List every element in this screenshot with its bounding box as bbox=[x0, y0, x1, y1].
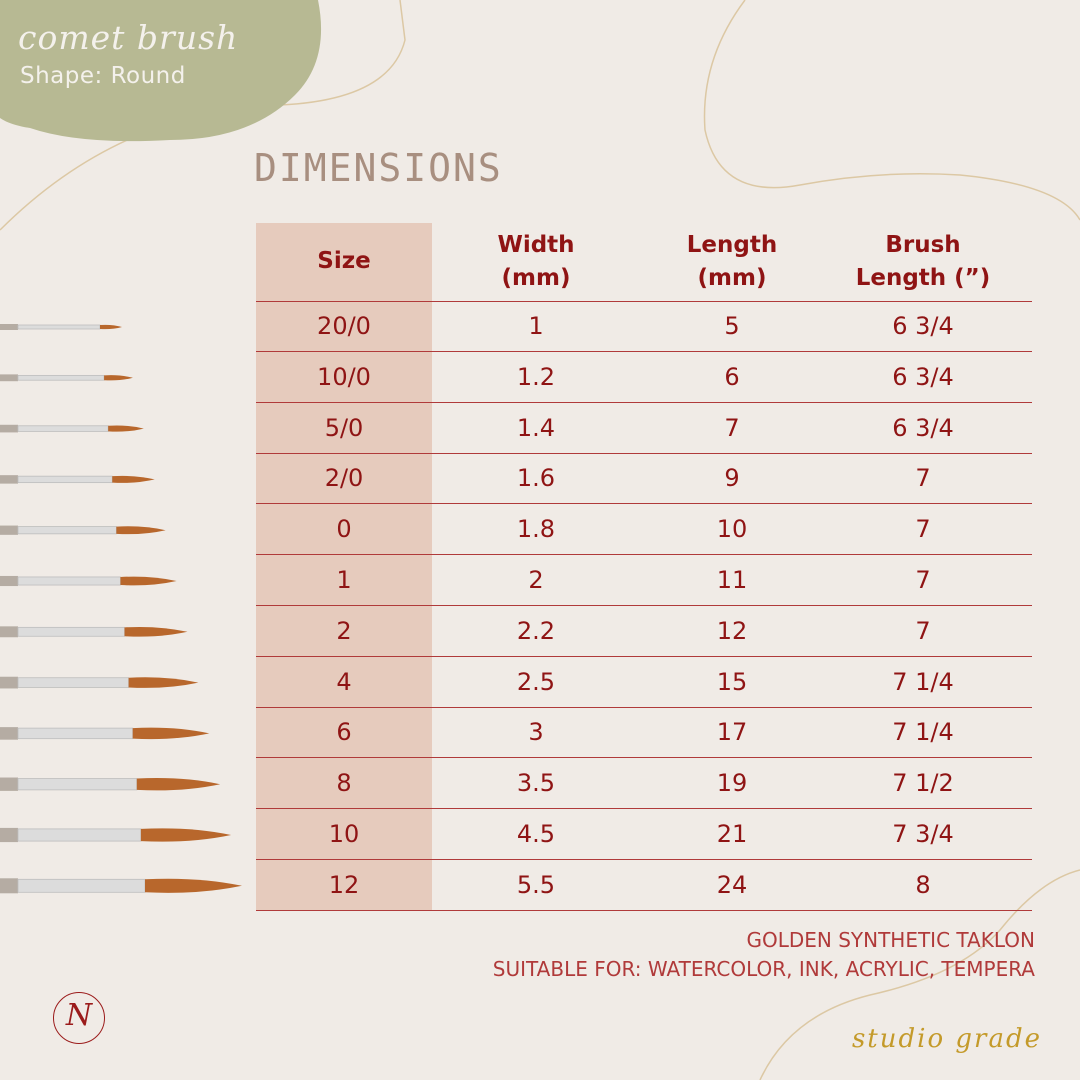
cell-width: 5.5 bbox=[516, 870, 556, 899]
table-row: 6 3 17 7 1/4 bbox=[256, 707, 1032, 759]
table-row: 2/0 1.6 9 7 bbox=[256, 453, 1032, 505]
brush-illustrations bbox=[0, 324, 242, 894]
tagline: studio grade bbox=[851, 1024, 1042, 1054]
brush-icon bbox=[0, 727, 210, 740]
header-length: Length (mm) bbox=[686, 231, 778, 291]
header-width: Width (mm) bbox=[497, 231, 575, 291]
table-row: 8 3.5 19 7 1/2 bbox=[256, 758, 1032, 810]
cell-size: 0 bbox=[336, 515, 352, 544]
brush-icon bbox=[0, 878, 242, 894]
cell-length: 15 bbox=[716, 667, 748, 696]
cell-brush-length: 6 3/4 bbox=[892, 362, 954, 391]
header-size: Size bbox=[317, 248, 371, 275]
cell-length: 17 bbox=[716, 718, 748, 747]
cell-width: 2.2 bbox=[516, 616, 556, 645]
brand-blob bbox=[0, 0, 322, 142]
cell-brush-length: 7 bbox=[915, 566, 931, 594]
brush-icon bbox=[0, 424, 144, 433]
brush-icon bbox=[0, 676, 199, 689]
cell-width: 4.5 bbox=[516, 820, 556, 848]
cell-width: 1.6 bbox=[516, 464, 556, 493]
cell-size: 6 bbox=[336, 718, 352, 747]
material-note: GOLDEN SYNTHETIC TAKLON bbox=[746, 928, 1035, 952]
cell-size: 2 bbox=[336, 616, 352, 645]
cell-brush-length: 7 bbox=[915, 616, 931, 645]
cell-size: 5/0 bbox=[324, 413, 364, 442]
cell-width: 2.5 bbox=[516, 667, 556, 696]
cell-length: 9 bbox=[724, 464, 740, 493]
cell-size: 1 bbox=[336, 566, 352, 594]
brush-icon bbox=[0, 575, 177, 587]
table-header: Size Width (mm) Length (mm) Brush Length… bbox=[256, 223, 1032, 302]
header-brush-length: Brush Length (”) bbox=[855, 231, 991, 291]
cell-width: 1.2 bbox=[516, 362, 556, 391]
brand-shape: Shape: Round bbox=[20, 63, 186, 89]
brush-icon bbox=[0, 626, 188, 638]
cell-width: 2 bbox=[528, 566, 544, 594]
brand-title: comet brush bbox=[18, 18, 239, 57]
brush-icon bbox=[0, 324, 122, 330]
cell-size: 8 bbox=[336, 769, 352, 798]
table-row: 2 2.2 12 7 bbox=[256, 606, 1032, 657]
cell-length: 7 bbox=[724, 413, 740, 442]
page-title: DIMENSIONS bbox=[254, 146, 503, 190]
table-row: 5/0 1.4 7 6 3/4 bbox=[256, 403, 1032, 454]
cell-brush-length: 6 3/4 bbox=[892, 312, 954, 340]
cell-size: 20/0 bbox=[317, 312, 371, 340]
cell-size: 10 bbox=[328, 820, 360, 848]
cell-width: 1.8 bbox=[516, 515, 556, 544]
cell-length: 5 bbox=[724, 312, 740, 340]
table-row: 10/0 1.2 6 6 3/4 bbox=[256, 352, 1032, 403]
cell-size: 12 bbox=[328, 870, 360, 899]
cell-brush-length: 7 3/4 bbox=[892, 820, 954, 848]
cell-width: 1 bbox=[528, 312, 544, 340]
table-row: 0 1.8 10 7 bbox=[256, 504, 1032, 556]
brush-icon bbox=[0, 475, 155, 484]
cell-length: 6 bbox=[724, 362, 740, 391]
cell-width: 3 bbox=[528, 718, 544, 747]
table-row: 10 4.5 21 7 3/4 bbox=[256, 809, 1032, 860]
cell-length: 21 bbox=[716, 820, 748, 848]
cell-brush-length: 7 bbox=[915, 464, 931, 493]
cell-brush-length: 6 3/4 bbox=[892, 413, 954, 442]
logo: N bbox=[53, 992, 105, 1044]
cell-length: 11 bbox=[716, 566, 748, 594]
cell-brush-length: 8 bbox=[915, 870, 931, 899]
cell-brush-length: 7 bbox=[915, 515, 931, 544]
cell-length: 12 bbox=[716, 616, 748, 645]
table-row: 20/0 1 5 6 3/4 bbox=[256, 301, 1032, 352]
cell-brush-length: 7 1/4 bbox=[892, 667, 954, 696]
cell-size: 4 bbox=[336, 667, 352, 696]
brush-icon bbox=[0, 827, 232, 843]
brush-icon bbox=[0, 374, 133, 382]
cell-size: 2/0 bbox=[324, 464, 364, 493]
brush-icon bbox=[0, 777, 221, 791]
brush-icon bbox=[0, 525, 166, 535]
cell-width: 1.4 bbox=[516, 413, 556, 442]
size-column-band bbox=[256, 223, 432, 911]
suitable-note: SUITABLE FOR: WATERCOLOR, INK, ACRYLIC, … bbox=[492, 957, 1035, 981]
table-row: 12 5.5 24 8 bbox=[256, 860, 1032, 911]
table-row: 4 2.5 15 7 1/4 bbox=[256, 657, 1032, 708]
cell-length: 10 bbox=[716, 515, 748, 544]
cell-length: 24 bbox=[716, 870, 748, 899]
table-row: 1 2 11 7 bbox=[256, 555, 1032, 606]
cell-brush-length: 7 1/4 bbox=[892, 718, 954, 747]
cell-length: 19 bbox=[716, 769, 748, 798]
cell-width: 3.5 bbox=[516, 769, 556, 798]
cell-size: 10/0 bbox=[317, 362, 371, 391]
cell-brush-length: 7 1/2 bbox=[892, 769, 954, 798]
